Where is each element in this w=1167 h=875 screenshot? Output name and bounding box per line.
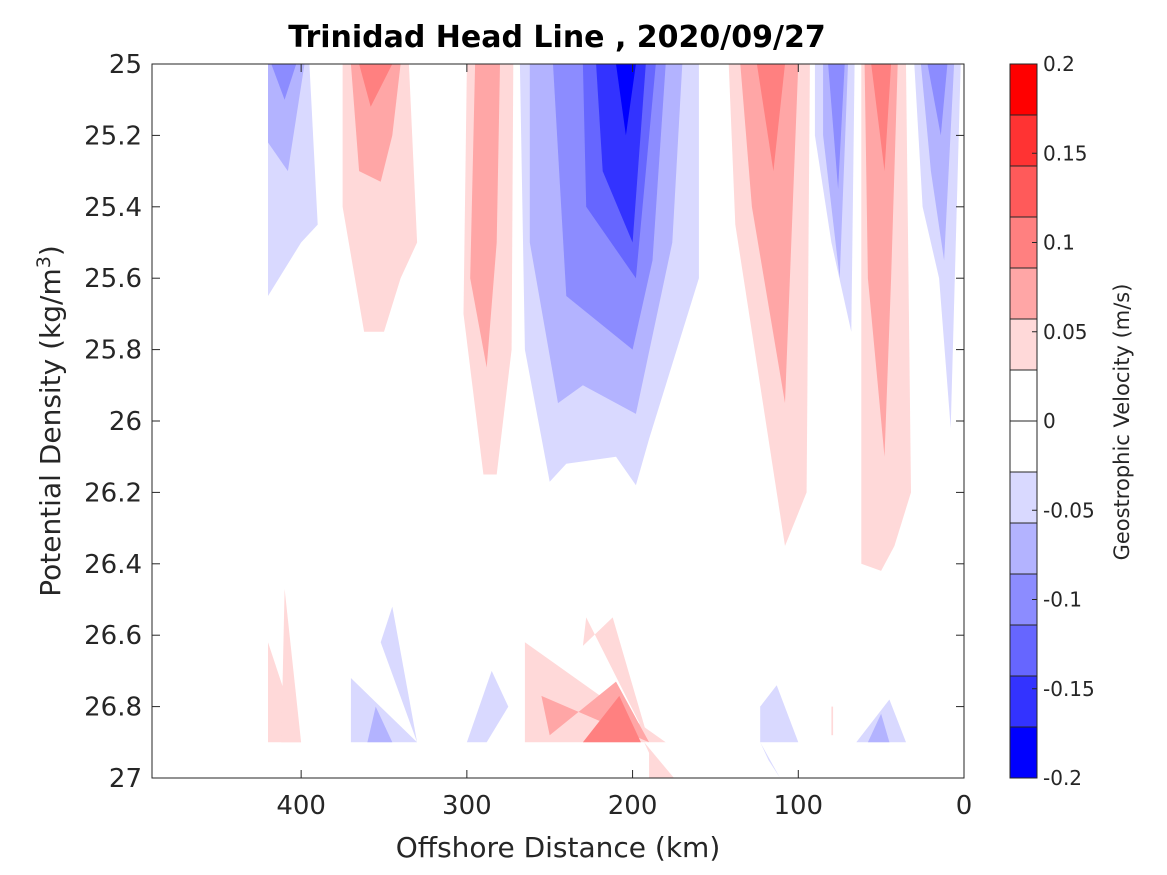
contour-region-15 bbox=[740, 64, 799, 404]
y-tick-label: 25.2 bbox=[84, 121, 142, 151]
contour-region-38 bbox=[760, 742, 781, 778]
contour-region-4 bbox=[350, 64, 401, 182]
colorbar-tick-label: -0.15 bbox=[1043, 677, 1095, 701]
contour-region-12 bbox=[596, 64, 646, 243]
y-tick-label: 26.8 bbox=[84, 693, 142, 723]
colorbar-segment bbox=[1010, 370, 1037, 422]
colorbar-segment bbox=[1010, 268, 1037, 320]
contour-region-2 bbox=[271, 64, 297, 100]
contour-region-33 bbox=[582, 617, 650, 743]
colorbar-tick-label: 0 bbox=[1043, 409, 1056, 433]
y-tick-label: 26 bbox=[109, 407, 142, 437]
colorbar-tick-label: 0.05 bbox=[1043, 320, 1088, 344]
contour-region-19 bbox=[828, 64, 845, 189]
contour-region-24 bbox=[920, 64, 955, 261]
y-tick-label: 25.8 bbox=[84, 336, 142, 366]
colorbar-segment bbox=[1010, 625, 1037, 677]
colorbar-segment bbox=[1010, 727, 1037, 779]
y-tick-label: 26.2 bbox=[84, 478, 142, 508]
colorbar-tick-label: 0.15 bbox=[1043, 141, 1088, 165]
colorbar-segment bbox=[1010, 472, 1037, 524]
contour-region-7 bbox=[470, 64, 500, 368]
contour-region-29 bbox=[380, 606, 418, 743]
contour-region-13 bbox=[616, 64, 636, 136]
colorbar-tick-label: -0.2 bbox=[1043, 766, 1082, 790]
contour-region-36 bbox=[644, 742, 674, 778]
contour-region-5 bbox=[359, 64, 393, 107]
x-tick-label: 200 bbox=[608, 791, 658, 821]
colorbar-segment bbox=[1010, 676, 1037, 728]
contour-region-22 bbox=[871, 64, 892, 172]
colorbar-tick-label: 0.1 bbox=[1043, 231, 1075, 255]
x-axis-label: Offshore Distance (km) bbox=[396, 831, 721, 864]
colorbar-tick-label: -0.1 bbox=[1043, 588, 1082, 612]
y-tick-label: 26.4 bbox=[84, 550, 142, 580]
x-tick-label: 100 bbox=[773, 791, 823, 821]
x-tick-label: 300 bbox=[442, 791, 492, 821]
contour-region-27 bbox=[281, 588, 302, 743]
contour-region-21 bbox=[864, 64, 898, 457]
contour-region-1 bbox=[268, 64, 305, 172]
colorbar-segment bbox=[1010, 166, 1037, 218]
y-tick-label: 25.4 bbox=[84, 193, 142, 223]
plot-axes: 25 25.2 25.4 25.6 25.8 26 26.2 26.4 26.6 26.8 27 40… bbox=[84, 50, 972, 821]
colorbar: 0.2 0.15 0.1 0.05 0 -0.05 -0.1 -0.15 -0.2 bbox=[1009, 52, 1095, 790]
y-tick-label: 26.6 bbox=[84, 621, 142, 651]
contour-region-30 bbox=[367, 706, 393, 743]
colorbar-segment bbox=[1010, 319, 1037, 371]
y-tick-label: 27 bbox=[109, 764, 142, 794]
contour-region-37 bbox=[760, 685, 799, 743]
x-tick-label: 400 bbox=[276, 791, 326, 821]
contour-region-28 bbox=[350, 678, 418, 743]
colorbar-segment bbox=[1010, 64, 1037, 116]
chart-title: Trinidad Head Line , 2020/09/27 bbox=[288, 20, 825, 55]
colorbar-segment bbox=[1010, 421, 1037, 473]
y-axis-label: Potential Density (kg/m3) bbox=[33, 245, 67, 597]
colorbar-segment bbox=[1010, 115, 1037, 167]
contour-region-40 bbox=[867, 713, 890, 743]
y-tick-label: 25 bbox=[109, 50, 142, 80]
contour-region-25 bbox=[927, 64, 948, 136]
contour-region-41 bbox=[831, 706, 834, 736]
contour-regions bbox=[268, 64, 961, 778]
contour-region-16 bbox=[756, 64, 785, 172]
colorbar-tick-label: 0.2 bbox=[1043, 52, 1075, 76]
y-tick-label: 25.6 bbox=[84, 264, 142, 294]
colorbar-segment bbox=[1010, 523, 1037, 575]
contour-region-35 bbox=[582, 695, 641, 743]
contour-region-31 bbox=[466, 670, 509, 743]
x-tick-label: 0 bbox=[956, 791, 973, 821]
colorbar-label: Geostrophic Velocity (m/s) bbox=[1110, 284, 1134, 561]
colorbar-tick-label: -0.05 bbox=[1043, 498, 1095, 522]
